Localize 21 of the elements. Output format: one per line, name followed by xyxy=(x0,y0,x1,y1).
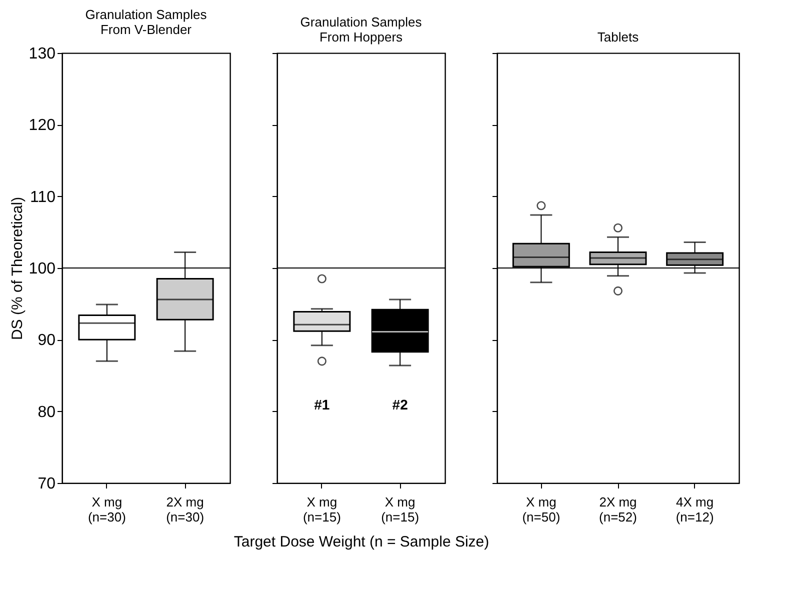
x-tick-label: X mg (n=50) xyxy=(522,494,560,524)
chart-title: Tablets xyxy=(597,30,640,44)
x-tick-label: 2X mg (n=30) xyxy=(166,494,204,524)
chart-title: Granulation Samples From V-Blender xyxy=(85,7,208,37)
annotation: #1 xyxy=(314,396,330,413)
x-tick-label: 4X mg (n=12) xyxy=(676,494,714,524)
chart-title: Granulation Samples From Hoppers xyxy=(300,14,422,44)
y-tick-label: 130 xyxy=(28,46,56,62)
y-tick-label: 100 xyxy=(28,260,56,278)
x-tick-label: X mg (n=15) xyxy=(381,494,420,524)
y-axis-title: DS (% of Theoretical) xyxy=(8,196,26,340)
x-tick-label: X mg (n=30) xyxy=(88,494,126,524)
annotation: #2 xyxy=(392,396,408,413)
y-tick-label: 70 xyxy=(38,476,56,492)
y-tick-label: 90 xyxy=(38,332,56,350)
x-tick-label: 2X mg (n=52) xyxy=(599,494,637,524)
y-tick-label: 120 xyxy=(28,117,56,134)
y-tick-label: 80 xyxy=(38,404,56,421)
x-tick-label: X mg (n=15) xyxy=(302,494,341,524)
x-axis-title: Target Dose Weight (n = Sample Size) xyxy=(234,534,490,550)
y-tick-label: 110 xyxy=(30,188,56,206)
